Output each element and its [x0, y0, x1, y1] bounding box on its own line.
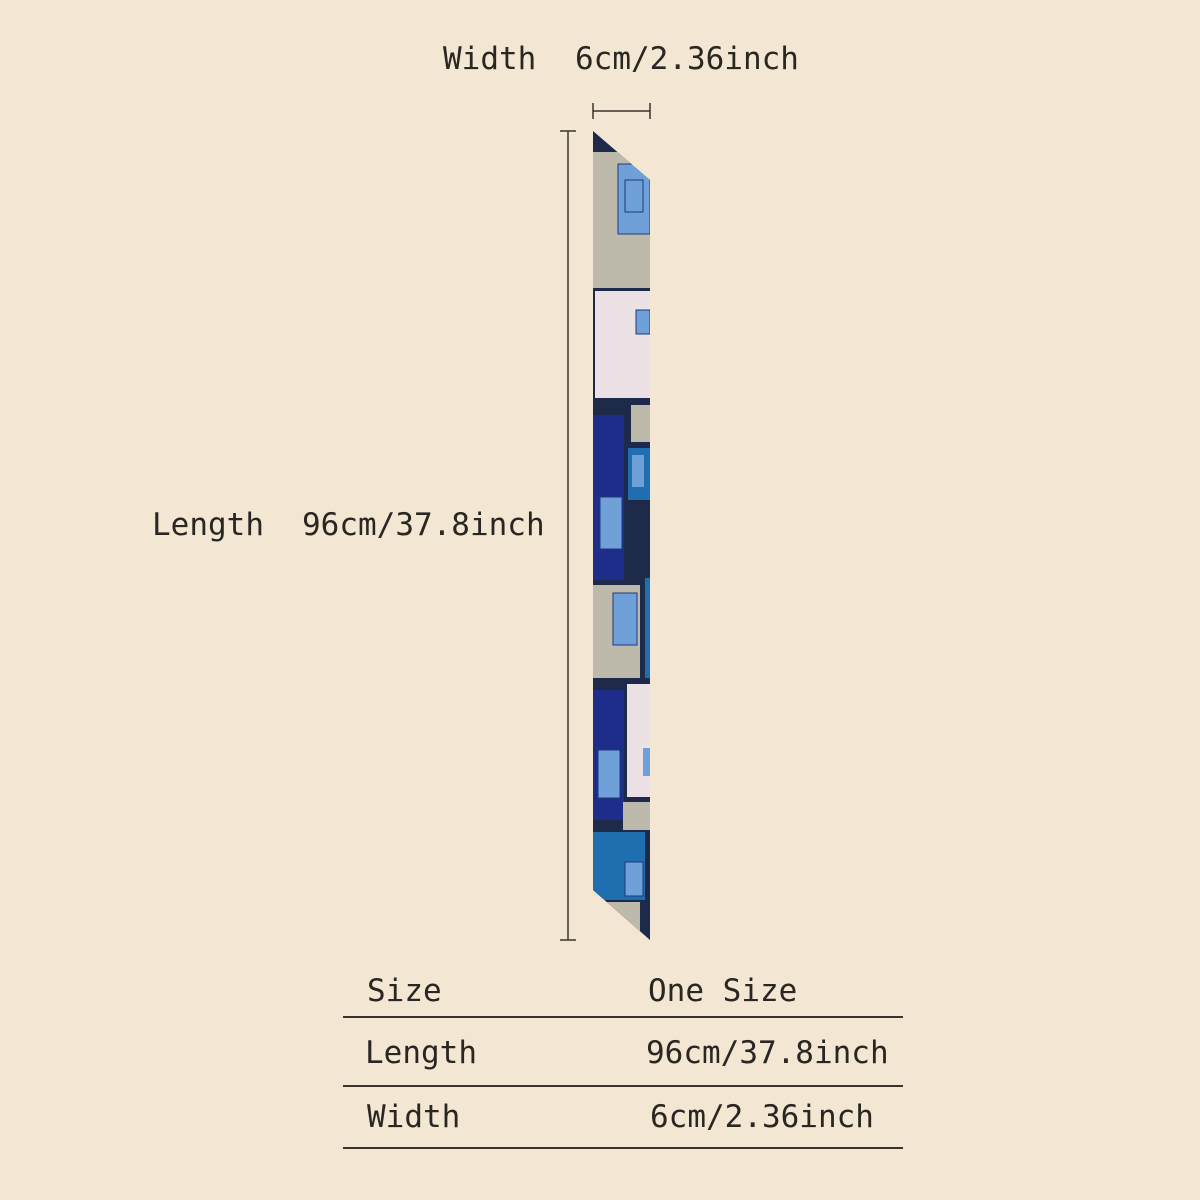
width-dimension-line	[592, 103, 651, 119]
width-value: 6cm/2.36inch	[575, 41, 799, 77]
length-row-label: Length	[365, 1035, 477, 1071]
size-header-value: One Size	[648, 973, 798, 1009]
length-value: 96cm/37.8inch	[302, 507, 545, 543]
scarf	[593, 131, 650, 940]
table-divider	[343, 1147, 903, 1149]
width-row-label: Width	[367, 1099, 461, 1135]
length-dimension-line	[560, 130, 576, 941]
width-row-value: 6cm/2.36inch	[650, 1099, 874, 1135]
size-header-label: Size	[367, 973, 442, 1009]
table-divider	[343, 1085, 903, 1087]
length-label: Length	[152, 507, 264, 543]
table-divider	[343, 1016, 903, 1018]
width-label: Width	[443, 41, 537, 77]
length-row-value: 96cm/37.8inch	[646, 1035, 889, 1071]
